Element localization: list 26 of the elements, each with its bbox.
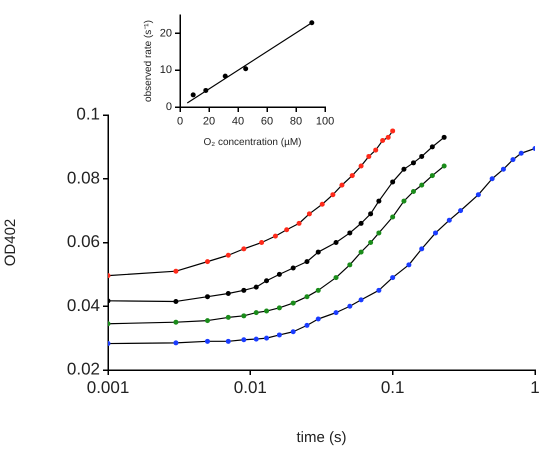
x-axis-title: O₂ concentration (µM) [203, 136, 302, 148]
x-tick-label: 20 [202, 116, 216, 128]
x-tick-label: 0 [176, 116, 184, 128]
x-axis-title: time (s) [296, 429, 346, 446]
point [222, 74, 228, 79]
y-axis-title: OD402 [2, 218, 20, 266]
point [190, 92, 196, 98]
y-tick-label: 20 [160, 27, 172, 40]
point [243, 66, 248, 72]
x-tick-label: 0.01 [234, 378, 267, 397]
y-tick-label: 0 [166, 101, 172, 114]
point [203, 88, 208, 93]
point [309, 20, 314, 26]
x-tick-label: 40 [232, 116, 244, 128]
y-tick-label: 0.08 [66, 168, 100, 188]
y-tick-label: 0.06 [66, 232, 100, 252]
x-tick-label: 0.1 [380, 378, 404, 397]
x-tick-label: 60 [260, 116, 274, 128]
y-tick-label: 0.04 [66, 296, 100, 315]
x-tick-label: 0.001 [86, 378, 130, 397]
y-tick-label: 10 [160, 64, 172, 76]
y-axis-title: observed rate (s⁻¹) [142, 20, 154, 102]
x-tick-label: 80 [290, 116, 302, 128]
x-tick-label: 1 [530, 378, 540, 397]
x-tick-label: 100 [316, 116, 334, 128]
y-tick-label: 0.02 [66, 360, 100, 379]
